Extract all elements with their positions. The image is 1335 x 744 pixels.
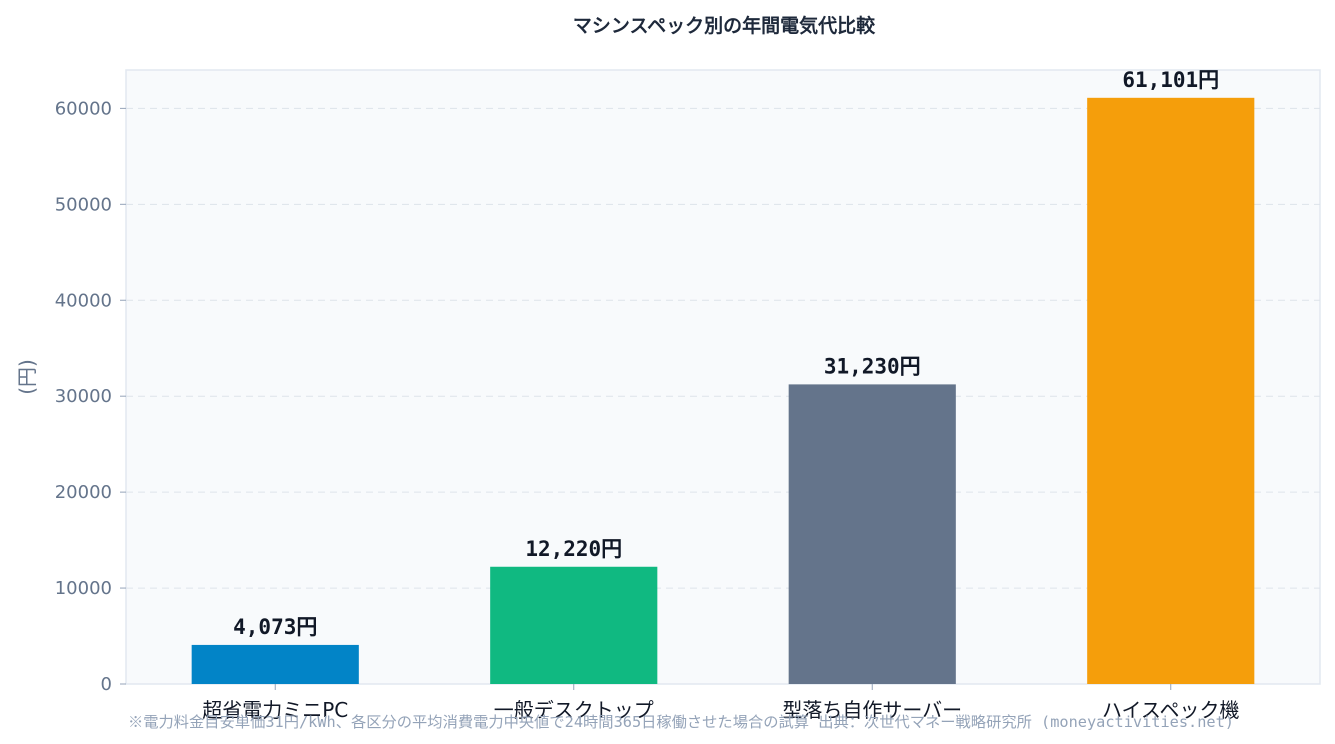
bar xyxy=(191,644,359,684)
y-tick-label: 0 xyxy=(101,674,112,695)
gridlines xyxy=(126,107,1320,589)
data-label: 12,220円 xyxy=(525,537,622,561)
bars xyxy=(191,97,1255,685)
x-tick-label: ハイスペック機 xyxy=(1102,698,1240,722)
data-labels: 4,073円 12,220円 31,230円 61,101円 xyxy=(233,68,1219,639)
data-label: 31,230円 xyxy=(824,354,921,378)
x-tick-label: 型落ち自作サーバー xyxy=(782,698,962,722)
x-tick-label: 一般デスクトップ xyxy=(494,698,654,722)
bar xyxy=(788,384,956,684)
y-tick-label: 40000 xyxy=(55,290,112,311)
footnote: ※電力料金目安単価31円/kWh、各区分の平均消費電力中央値で24時間365日稼… xyxy=(128,713,1234,731)
data-label: 61,101円 xyxy=(1122,68,1219,92)
bar xyxy=(1087,97,1255,685)
y-tick-label: 20000 xyxy=(55,482,112,503)
y-axis-ticks: 0 10000 20000 30000 40000 50000 60000 xyxy=(55,98,126,695)
y-tick-label: 30000 xyxy=(55,386,112,407)
y-axis-label: (円) xyxy=(15,359,39,395)
y-tick-label: 50000 xyxy=(55,194,112,215)
x-tick-label: 超省電力ミニPC xyxy=(202,698,348,722)
y-tick-label: 60000 xyxy=(55,98,112,119)
chart-title: マシンスペック別の年間電気代比較 xyxy=(573,14,876,37)
data-label: 4,073円 xyxy=(233,615,317,639)
y-tick-label: 10000 xyxy=(55,578,112,599)
x-axis-ticks: 超省電力ミニPC 一般デスクトップ 型落ち自作サーバー ハイスペック機 xyxy=(202,684,1240,722)
bar xyxy=(490,566,658,684)
